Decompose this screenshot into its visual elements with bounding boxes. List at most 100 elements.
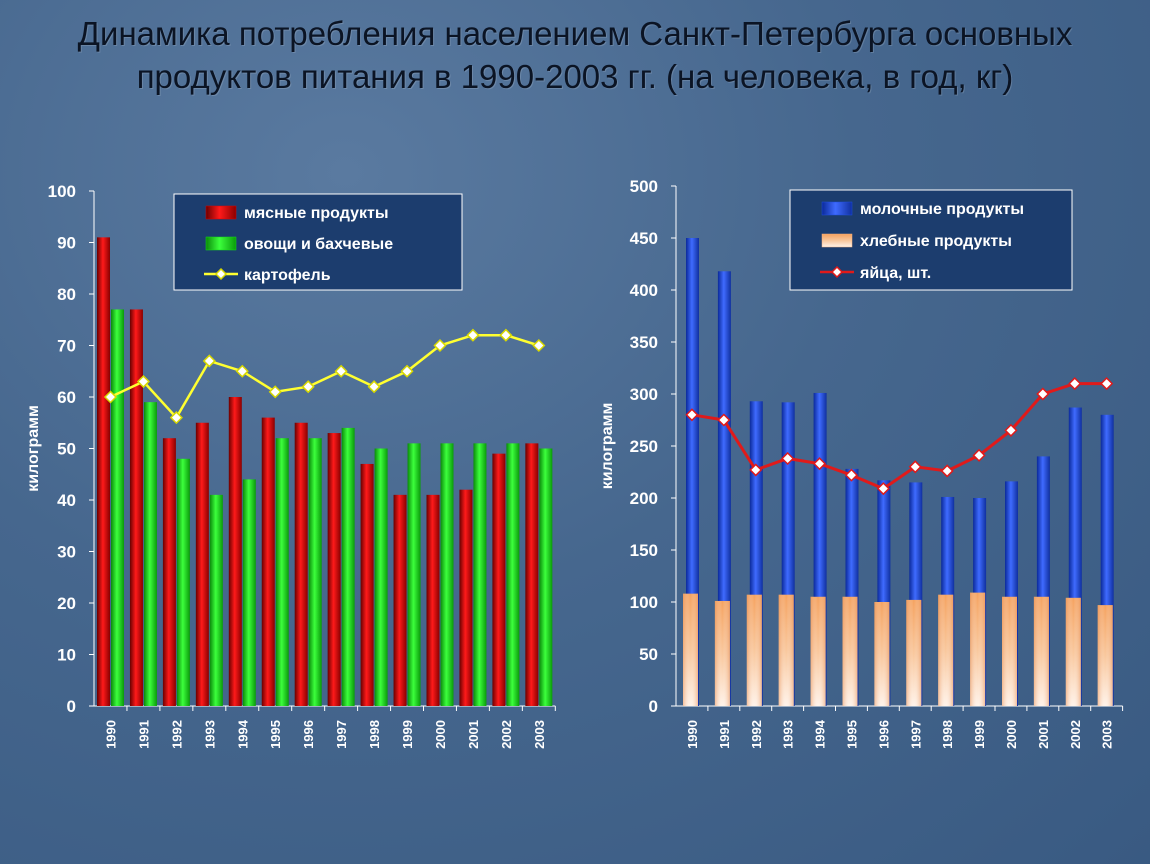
series-marker — [717, 413, 731, 427]
legend-label: яйца, шт. — [859, 265, 931, 282]
series-marker — [749, 463, 763, 477]
y-tick-label: 50 — [57, 440, 76, 459]
y-tick-label: 350 — [630, 333, 658, 352]
x-tick-label: 1993 — [781, 720, 796, 749]
bar-meat — [97, 237, 110, 706]
x-tick-label: 1997 — [908, 720, 923, 749]
bar-dairy — [717, 271, 731, 706]
x-tick-label: 1999 — [972, 720, 987, 749]
series-marker — [433, 338, 447, 353]
bar-bread-shade — [778, 594, 794, 706]
legend-label: картофель — [244, 267, 331, 284]
bar-vegetables — [275, 438, 289, 706]
y-tick-label: 250 — [630, 437, 658, 456]
x-tick-label: 1991 — [717, 720, 732, 749]
legend-label: хлебные продукты — [860, 233, 1012, 250]
bar-bread-shade — [874, 602, 890, 706]
bar-vegetables — [407, 443, 421, 706]
series-marker — [781, 451, 795, 466]
legend-marker — [214, 267, 228, 281]
bar-bread-shade — [1002, 596, 1017, 706]
bar-bread-shade — [906, 599, 922, 706]
bar-meat — [129, 309, 143, 706]
bar-meat — [492, 453, 506, 706]
x-tick-label: 2000 — [433, 720, 448, 749]
y-tick-label: 20 — [57, 594, 76, 613]
bar-vegetables — [209, 494, 223, 706]
bar-meat — [327, 433, 341, 706]
bar-vegetables — [341, 427, 355, 706]
bar-bread-shade — [1065, 597, 1081, 706]
bar-dairy — [686, 238, 699, 706]
bar-vegetables — [440, 443, 454, 706]
bar-vegetables — [308, 438, 322, 706]
bar-vegetables — [473, 443, 487, 706]
title-line-1: Динамика потребления населением Санкт-Пе… — [77, 15, 1073, 52]
bar-bread-shade — [1033, 596, 1049, 706]
series-marker — [1036, 387, 1050, 401]
chart-left: 0 10 20 30 40 50 60 70 80 90 100 килограмм 1990 1991 1… — [25, 182, 556, 749]
y-tick-label: 70 — [57, 337, 76, 356]
bar-bread-shade — [714, 600, 730, 706]
x-tick-label: 1990 — [103, 720, 118, 749]
bar-bread-shade — [938, 594, 954, 706]
x-tick-label: 1991 — [136, 720, 151, 749]
y-tick-label: 100 — [630, 593, 658, 612]
x-tick-label: 1996 — [876, 720, 891, 749]
y-tick-label: 0 — [649, 697, 658, 716]
bar-meat — [393, 494, 407, 706]
bar-vegetables — [374, 448, 388, 706]
legend-marker — [830, 265, 844, 279]
series-marker — [1100, 377, 1114, 391]
legend-swatch — [821, 201, 853, 216]
x-tick-label: 2002 — [1068, 720, 1083, 749]
y-tick-label: 0 — [67, 697, 76, 716]
x-tick-label: 1998 — [367, 720, 382, 749]
x-tick-label: 2003 — [1100, 720, 1115, 749]
bar-meat — [294, 422, 308, 706]
x-tick-label: 1990 — [685, 720, 700, 749]
x-tick-label: 1999 — [400, 720, 415, 749]
bar-meat — [426, 494, 440, 706]
title-line-2: продуктов питания в 1990-2003 гг. (на че… — [136, 58, 1014, 95]
y-tick-label: 10 — [57, 646, 76, 665]
series-marker — [499, 328, 513, 342]
bar-vegetables — [506, 443, 520, 706]
y-tick-label: 90 — [57, 234, 76, 253]
y-tick-label: 100 — [48, 182, 76, 201]
y-tick-label: 200 — [630, 489, 658, 508]
x-tick-label: 1996 — [301, 720, 316, 749]
series-marker — [235, 364, 249, 378]
series-marker — [466, 328, 480, 342]
bar-vegetables — [539, 448, 553, 706]
y-tick-label: 400 — [630, 281, 658, 300]
series-line-potato — [109, 333, 540, 420]
series-marker — [400, 364, 414, 378]
page-title: Динамика потребления населением Санкт-Пе… — [0, 12, 1150, 98]
chart-right: 0 50 100 150 200 250 300 350 400 450 500 килограмм 1… — [599, 177, 1124, 749]
legend-swatch — [821, 233, 853, 248]
y-tick-label: 80 — [57, 285, 76, 304]
series-marker — [169, 411, 183, 425]
series-marker — [1068, 377, 1082, 391]
bar-bread-shade — [683, 593, 698, 706]
series-marker — [532, 338, 546, 353]
bar-meat — [525, 443, 539, 706]
x-tick-label: 1998 — [940, 720, 955, 749]
x-tick-label: 1994 — [813, 719, 828, 749]
bar-vegetables — [143, 402, 157, 706]
series-marker — [103, 390, 118, 404]
series-line-eggs — [691, 382, 1107, 491]
series-marker — [908, 460, 922, 474]
x-tick-label: 1994 — [235, 719, 250, 749]
series-marker — [202, 354, 216, 368]
series-marker — [367, 380, 381, 394]
legend-label: мясные продукты — [244, 205, 389, 222]
bar-bread-shade — [842, 596, 858, 706]
x-tick-label: 2003 — [532, 720, 547, 749]
bar-meat — [228, 397, 242, 706]
bar-vegetables — [242, 479, 256, 706]
series-marker — [1004, 423, 1018, 437]
series-marker — [268, 385, 282, 399]
